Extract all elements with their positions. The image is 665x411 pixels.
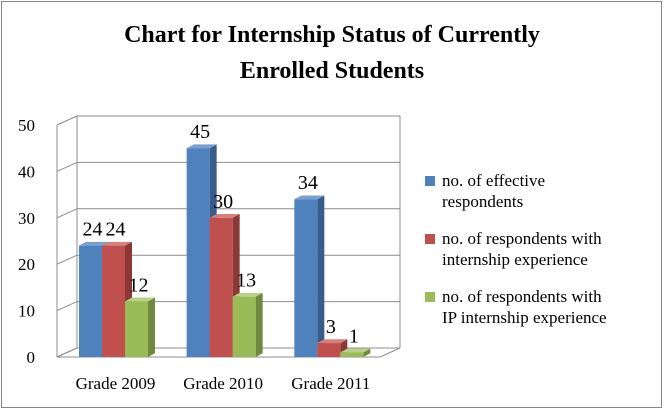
bar <box>294 199 318 357</box>
side-wall-gridline <box>56 115 78 126</box>
bar <box>79 245 102 357</box>
y-tick-label: 0 <box>27 348 36 367</box>
bar-side <box>148 297 155 357</box>
data-label: 12 <box>129 274 149 296</box>
chart-title-line-1: Chart for Internship Status of Currently <box>124 22 540 48</box>
x-tick-label: Grade 2009 <box>76 374 156 393</box>
legend: no. of effective respondents no. of respon… <box>425 171 607 327</box>
bar <box>125 301 148 357</box>
y-tick-label: 10 <box>18 302 35 321</box>
legend-label: no. of respondents with <box>442 229 602 248</box>
data-label: 24 <box>83 219 103 241</box>
data-label: 3 <box>326 316 336 338</box>
legend-label: no. of respondents with <box>442 287 602 306</box>
legend-swatch <box>425 176 435 186</box>
side-wall-gridline <box>56 161 78 172</box>
y-tick-label: 30 <box>18 209 35 228</box>
bar <box>317 343 341 357</box>
bar-top <box>317 339 348 344</box>
y-tick-label: 50 <box>18 116 35 135</box>
bar-side <box>363 348 371 357</box>
x-tick-label: Grade 2011 <box>291 374 370 393</box>
bar-top <box>294 195 325 200</box>
bar-side <box>317 195 325 357</box>
chart-title-line-2: Enrolled Students <box>240 58 424 84</box>
bar-top <box>186 144 217 149</box>
bar <box>232 296 256 357</box>
bar <box>340 352 364 357</box>
data-label: 30 <box>213 191 233 213</box>
data-label: 34 <box>298 172 318 194</box>
plot-area: 0 10 20 30 40 50 24 24 12 Grade 2009 45 30 13 Grade 2… <box>18 115 401 393</box>
legend-label: IP internship experience <box>442 308 607 327</box>
x-tick-label: Grade 2010 <box>183 374 263 393</box>
side-wall-gridline <box>56 208 78 219</box>
bar-side <box>255 292 263 357</box>
bar-top <box>209 214 240 218</box>
floor <box>56 347 401 358</box>
legend-swatch <box>425 234 435 244</box>
bar <box>102 245 125 357</box>
bar-top <box>340 348 371 353</box>
data-label: 13 <box>236 270 256 292</box>
side-wall-gridline <box>56 254 78 265</box>
data-label: 1 <box>349 325 359 347</box>
legend-label: respondents <box>442 192 523 211</box>
legend-swatch <box>425 292 435 302</box>
bar <box>209 217 233 357</box>
bar-top <box>232 292 263 297</box>
y-tick-label: 40 <box>18 162 35 181</box>
legend-label: internship experience <box>442 250 588 269</box>
bar-top <box>79 241 109 246</box>
bar-top <box>102 241 132 246</box>
data-label: 45 <box>190 121 210 143</box>
bar <box>186 148 210 357</box>
data-label: 24 <box>106 219 126 241</box>
legend-label: no. of effective <box>442 171 545 190</box>
side-wall-gridline <box>56 301 78 312</box>
y-tick-label: 20 <box>18 255 35 274</box>
bar-top <box>125 297 155 302</box>
